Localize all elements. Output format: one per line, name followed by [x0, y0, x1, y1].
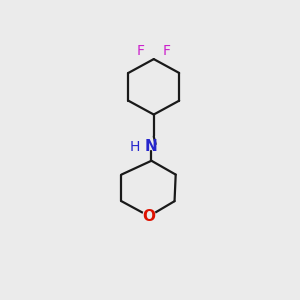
Text: F: F — [137, 44, 145, 58]
Text: H: H — [130, 140, 140, 154]
Text: F: F — [163, 44, 170, 58]
Circle shape — [143, 210, 156, 223]
Text: N: N — [145, 140, 158, 154]
Text: O: O — [142, 209, 156, 224]
